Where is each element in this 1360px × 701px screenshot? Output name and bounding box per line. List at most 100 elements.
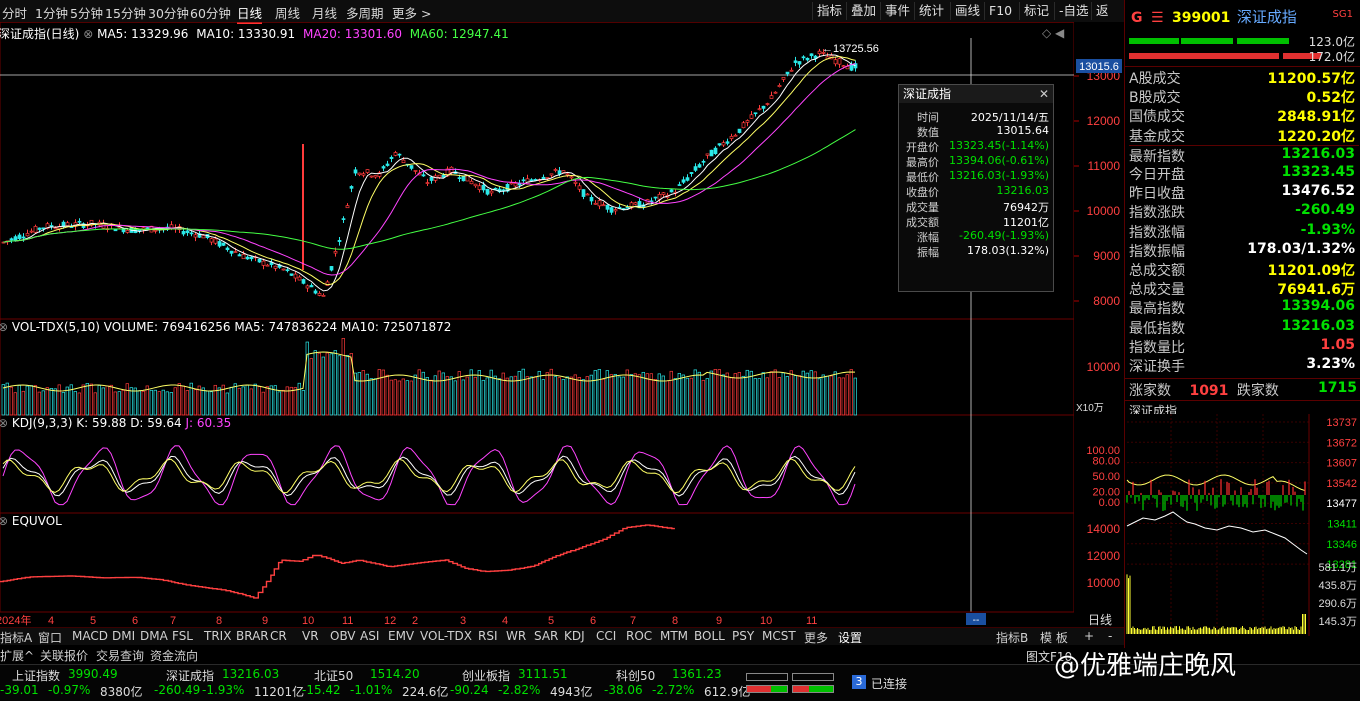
ext-tab-3[interactable]: 资金流向: [150, 649, 199, 663]
toolbar-btn-5[interactable]: F10: [984, 2, 1016, 20]
tab-24[interactable]: 更多: [804, 631, 829, 645]
tab-10[interactable]: OBV: [330, 629, 356, 643]
tab-5[interactable]: FSL: [172, 629, 193, 643]
tab-right-1[interactable]: 模 板: [1040, 631, 1068, 645]
period-1[interactable]: 1分钟: [35, 6, 68, 21]
data-window-popup[interactable]: 深证成指 ✕ 时间 2025/11/14/五 数值 13015.64 开盘价 13323.…: [898, 84, 1054, 292]
tab-25[interactable]: 设置: [838, 631, 863, 645]
index-name[interactable]: 上证指数: [12, 669, 61, 683]
toolbar-btn-8[interactable]: 返回: [1091, 2, 1124, 36]
period-3[interactable]: 15分钟: [105, 6, 146, 21]
tab-16[interactable]: SAR: [534, 629, 559, 643]
period-2[interactable]: 5分钟: [70, 6, 103, 21]
sg1-badge[interactable]: SG1: [1332, 9, 1353, 20]
tab-right-2[interactable]: +: [1084, 629, 1095, 643]
f10-label[interactable]: 图文F10: [1026, 650, 1073, 664]
toolbar-btn-4[interactable]: 画线: [950, 2, 984, 20]
index-name[interactable]: 科创50: [616, 669, 656, 683]
tab-22[interactable]: PSY: [732, 629, 755, 643]
tab-19[interactable]: ROC: [626, 629, 653, 643]
quote-stat-value: 2848.91亿: [1277, 109, 1355, 126]
tab-right-0[interactable]: 指标B: [996, 631, 1029, 645]
ext-tab-2[interactable]: 交易查询: [96, 649, 145, 663]
ext-tab-1[interactable]: 关联报价: [40, 649, 89, 663]
intraday-mini-chart[interactable]: 13737 13672 13607 13542 13477 13411 13346 13281…: [1125, 414, 1360, 646]
volume-bar: [221, 384, 225, 416]
candle-body: [313, 290, 318, 294]
tab-13[interactable]: VOL-TDX: [420, 629, 472, 643]
sell-bar-1: [1129, 53, 1279, 59]
period-5[interactable]: 60分钟: [190, 6, 231, 21]
chart-canvas[interactable]: 130001200011000100009000800013015.6←1372…: [0, 22, 1124, 627]
period-10[interactable]: 更多 >: [392, 6, 432, 21]
period-4[interactable]: 30分钟: [148, 6, 189, 21]
index-name[interactable]: 创业板指: [462, 669, 511, 683]
tab-0[interactable]: 指标A: [0, 631, 33, 645]
tab-21[interactable]: BOLL: [694, 629, 725, 643]
volume-ma: [2, 351, 856, 392]
toolbar-btn-6[interactable]: 标记: [1019, 2, 1053, 20]
candle-body: [833, 59, 838, 65]
tab-15[interactable]: WR: [506, 629, 527, 643]
volume-bar: [677, 373, 681, 416]
period-7[interactable]: 周线: [275, 6, 301, 21]
candle-body: [585, 193, 590, 196]
quote-stat-label: 昨日收盘: [1129, 186, 1185, 203]
period-6[interactable]: 日线: [237, 3, 263, 24]
tab-7[interactable]: BRAR: [236, 629, 269, 643]
toolbar-btn-1[interactable]: 叠加: [846, 2, 880, 20]
kline-chart-area[interactable]: 13000 12000 11000 10000 9000 8000 13015.6 ←1372…: [0, 22, 1124, 640]
cursor-price: 13015.6: [1079, 61, 1119, 73]
tab-17[interactable]: KDJ: [564, 629, 585, 643]
volume-bar: [245, 384, 249, 416]
volume-bar: [825, 375, 829, 416]
candle-body: [493, 187, 498, 190]
toolbar-btn-7[interactable]: -自选: [1054, 2, 1093, 20]
tab-right-3[interactable]: -: [1108, 629, 1113, 643]
chart-nav-icons[interactable]: ◇ ◀: [1042, 26, 1065, 40]
tab-6[interactable]: TRIX: [204, 629, 232, 643]
connection-count[interactable]: 3: [852, 675, 866, 689]
toolbar-btn-2[interactable]: 事件: [880, 2, 914, 20]
ext-tab-0[interactable]: 扩展^: [0, 649, 35, 663]
tab-12[interactable]: EMV: [388, 629, 415, 643]
tab-9[interactable]: VR: [302, 629, 319, 643]
volume-bar: [313, 350, 317, 416]
menu-icon[interactable]: ☰: [1150, 10, 1164, 26]
close-icon[interactable]: ✕: [1038, 87, 1049, 101]
collapse-icon[interactable]: ⊗: [0, 320, 9, 334]
tab-14[interactable]: RSI: [478, 629, 498, 643]
tab-18[interactable]: CCI: [596, 629, 617, 643]
candle-body: [153, 229, 158, 232]
tab-2[interactable]: MACD: [72, 629, 108, 643]
tab-1[interactable]: 窗口: [38, 631, 63, 645]
tab-8[interactable]: CR: [270, 629, 287, 643]
popup-row: 收盘价 13216.03: [899, 184, 1053, 199]
tab-23[interactable]: MCST: [762, 629, 796, 643]
candle-body: [685, 177, 690, 181]
index-name[interactable]: 深证成指: [166, 669, 215, 683]
volume-bar: [789, 370, 793, 416]
candle-body: [513, 183, 518, 187]
tab-11[interactable]: ASI: [360, 629, 380, 643]
mini-price-tick: 13346: [1326, 539, 1357, 551]
g-icon[interactable]: G: [1131, 10, 1143, 26]
volume-legend: ⊗ VOL-TDX(5,10) VOLUME: 769416256 MA5: 7…: [0, 320, 451, 334]
period-8[interactable]: 月线: [312, 6, 338, 21]
collapse-icon[interactable]: ⊗: [83, 27, 94, 41]
toolbar-btn-3[interactable]: 统计: [914, 2, 948, 20]
quote-stat-row: 最高指数 13394.06: [1129, 298, 1359, 317]
popup-value: 13015.64: [996, 124, 1050, 137]
connection-status: 已连接: [871, 677, 908, 691]
tab-20[interactable]: MTM: [660, 629, 689, 643]
tab-4[interactable]: DMA: [140, 629, 168, 643]
toolbar-btn-0[interactable]: 指标: [812, 2, 846, 20]
index-change: -38.06: [604, 683, 643, 697]
collapse-icon[interactable]: ⊗: [0, 514, 9, 528]
period-9[interactable]: 多周期: [346, 6, 384, 21]
collapse-icon[interactable]: ⊗: [0, 416, 9, 430]
period-0[interactable]: 分时: [2, 6, 28, 21]
volume-bar: [433, 375, 437, 416]
tab-3[interactable]: DMI: [112, 629, 136, 643]
index-name[interactable]: 北证50: [314, 669, 354, 683]
